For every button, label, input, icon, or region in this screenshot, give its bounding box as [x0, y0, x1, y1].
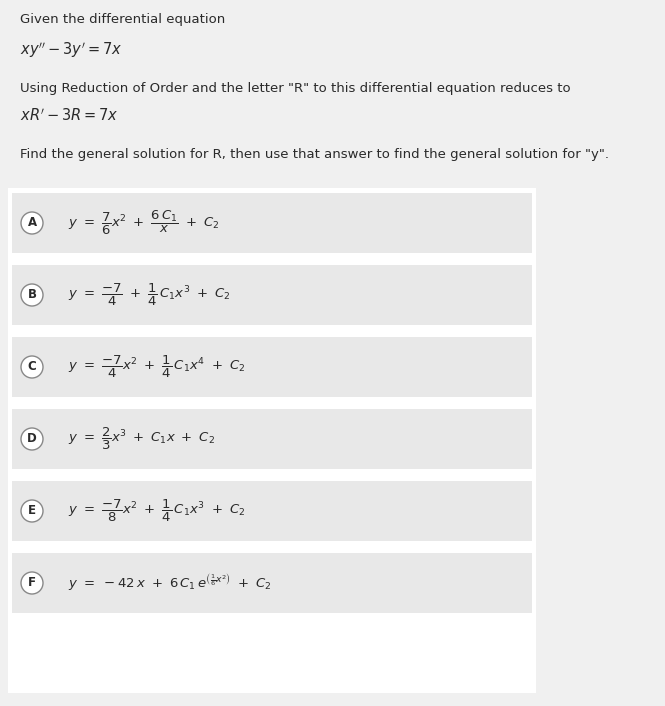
- Text: Using Reduction of Order and the letter "R" to this differential equation reduce: Using Reduction of Order and the letter …: [20, 82, 571, 95]
- Circle shape: [21, 428, 43, 450]
- FancyBboxPatch shape: [12, 409, 532, 469]
- FancyBboxPatch shape: [12, 193, 532, 253]
- Text: $xy'' - 3y' = 7x$: $xy'' - 3y' = 7x$: [20, 40, 122, 59]
- Circle shape: [21, 284, 43, 306]
- Text: F: F: [28, 577, 36, 590]
- Text: B: B: [27, 289, 37, 301]
- Text: $y \ = \ \dfrac{7}{6}x^{2} \ + \ \dfrac{6\,C_1}{x} \ + \ C_2$: $y \ = \ \dfrac{7}{6}x^{2} \ + \ \dfrac{…: [68, 209, 219, 237]
- Text: $y \ = \ \dfrac{-7}{8}x^{2} \ + \ \dfrac{1}{4}\,C_1 x^{3} \ + \ C_2$: $y \ = \ \dfrac{-7}{8}x^{2} \ + \ \dfrac…: [68, 498, 245, 524]
- Circle shape: [21, 572, 43, 594]
- FancyBboxPatch shape: [12, 337, 532, 397]
- Text: $y \ = \ \dfrac{2}{3}x^{3} \ + \ C_1 x \ + \ C_2$: $y \ = \ \dfrac{2}{3}x^{3} \ + \ C_1 x \…: [68, 426, 215, 452]
- FancyBboxPatch shape: [12, 553, 532, 613]
- Circle shape: [21, 212, 43, 234]
- Text: $y \ = \ -42\,x \ + \ 6\,C_1\,e^{\left(\frac{1}{6}x^2\right)} \ + \ C_2$: $y \ = \ -42\,x \ + \ 6\,C_1\,e^{\left(\…: [68, 573, 271, 593]
- Text: Find the general solution for R, then use that answer to find the general soluti: Find the general solution for R, then us…: [20, 148, 609, 161]
- Text: $y \ = \ \dfrac{-7}{4} \ + \ \dfrac{1}{4}\,C_1 x^{3} \ + \ C_2$: $y \ = \ \dfrac{-7}{4} \ + \ \dfrac{1}{4…: [68, 282, 231, 308]
- Text: E: E: [28, 505, 36, 517]
- Text: C: C: [28, 361, 37, 373]
- FancyBboxPatch shape: [12, 481, 532, 541]
- Text: Given the differential equation: Given the differential equation: [20, 13, 225, 26]
- Text: $y \ = \ \dfrac{-7}{4}x^{2} \ + \ \dfrac{1}{4}\,C_1 x^{4} \ + \ C_2$: $y \ = \ \dfrac{-7}{4}x^{2} \ + \ \dfrac…: [68, 354, 245, 380]
- FancyBboxPatch shape: [12, 265, 532, 325]
- Circle shape: [21, 356, 43, 378]
- Text: $xR' - 3R = 7x$: $xR' - 3R = 7x$: [20, 107, 118, 124]
- FancyBboxPatch shape: [8, 188, 536, 693]
- Circle shape: [21, 500, 43, 522]
- Text: A: A: [27, 217, 37, 229]
- Text: D: D: [27, 433, 37, 445]
